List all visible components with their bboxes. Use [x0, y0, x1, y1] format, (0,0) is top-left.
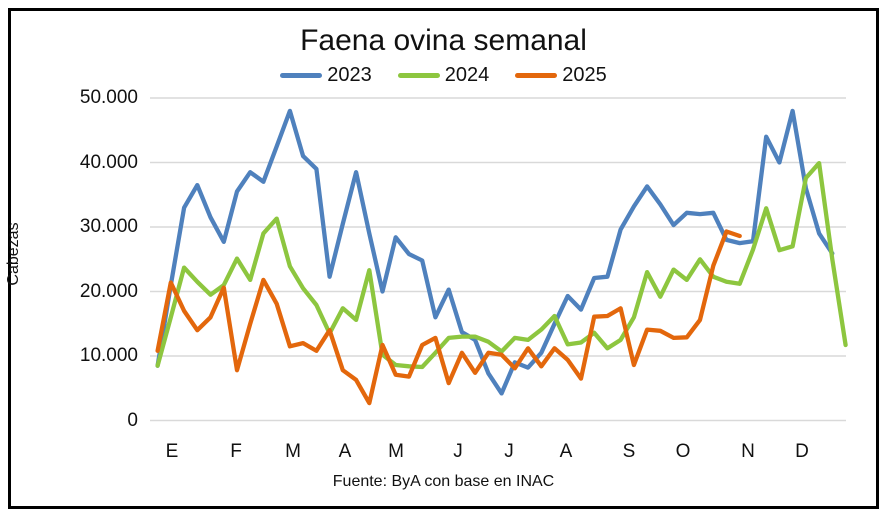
series-line-2024	[155, 160, 848, 370]
y-tick-label: 10.000	[79, 345, 138, 366]
legend-line-swatch-icon	[397, 73, 440, 78]
x-month-label: D	[795, 441, 809, 462]
y-tick-label: 50.000	[79, 87, 138, 108]
legend-label: 2025	[562, 64, 607, 86]
y-tick-label: 0	[127, 410, 138, 431]
source-note: Fuente: ByA con base en INAC	[332, 473, 555, 490]
series-line-2025	[155, 229, 742, 406]
legend-label: 2023	[327, 64, 372, 86]
x-month-label: E	[165, 441, 179, 462]
y-tick-label: 20.000	[79, 281, 138, 302]
legend-item-2023: 2023	[280, 64, 372, 87]
legend: 2023 2024 2025	[0, 64, 887, 87]
series-line-2023	[155, 108, 835, 396]
legend-line-swatch-icon	[280, 73, 323, 78]
x-month-label: S	[622, 441, 636, 462]
x-month-label: O	[675, 441, 691, 462]
legend-item-2025: 2025	[515, 64, 607, 87]
chart-title: Faena ovina semanal	[300, 24, 587, 57]
y-tick-label: 30.000	[79, 216, 138, 237]
x-month-label: M	[285, 441, 301, 462]
legend-item-2024: 2024	[397, 64, 490, 87]
legend-label: 2024	[444, 64, 490, 86]
x-month-label: A	[338, 441, 352, 462]
x-month-label: J	[504, 441, 514, 462]
x-month-label: N	[741, 441, 755, 462]
x-month-label: F	[230, 441, 242, 462]
x-month-label: A	[559, 441, 573, 462]
x-month-label: M	[388, 441, 404, 462]
x-month-label: J	[453, 441, 463, 462]
y-tick-label: 40.000	[79, 152, 138, 173]
legend-line-swatch-icon	[515, 73, 558, 78]
